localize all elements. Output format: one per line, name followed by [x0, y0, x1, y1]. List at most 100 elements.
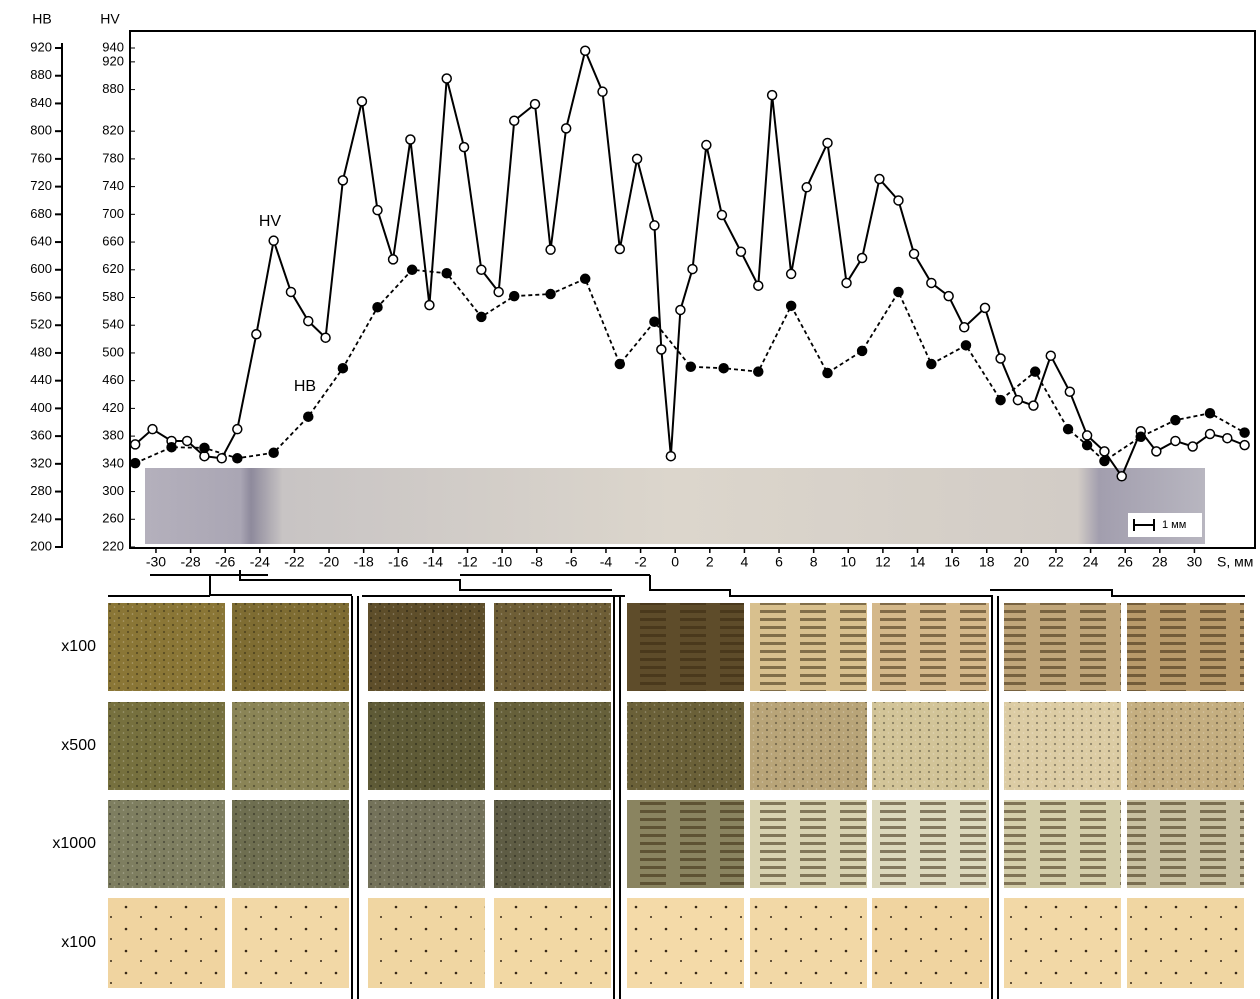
data-point [717, 211, 726, 220]
data-point [944, 292, 953, 301]
y2-tick-label: 420 [102, 400, 124, 415]
x-tick-label: -8 [531, 554, 544, 570]
micrograph-texture [494, 898, 611, 988]
magnification-label: x100 [61, 638, 96, 655]
micrograph-texture [872, 898, 989, 988]
data-point [927, 278, 936, 287]
y2-tick-label: 220 [102, 538, 124, 553]
data-point [167, 443, 176, 452]
data-point [477, 312, 486, 321]
x-tick-label: -22 [284, 554, 304, 570]
data-point [389, 255, 398, 264]
data-point [1100, 457, 1109, 466]
data-point [1064, 425, 1073, 434]
data-point [562, 124, 571, 133]
y-tick-label: 200 [30, 538, 52, 553]
data-point [148, 425, 157, 434]
data-point [304, 412, 313, 421]
data-point [1117, 472, 1126, 481]
micrograph-texture [872, 702, 989, 790]
micrograph-texture [750, 702, 867, 790]
data-point [373, 303, 382, 312]
data-point [581, 46, 590, 55]
data-point [510, 292, 519, 301]
micrograph-texture [1127, 800, 1244, 888]
micrograph-texture [1127, 898, 1244, 988]
x-tick-label: -12 [457, 554, 477, 570]
micrograph-grid [108, 603, 1244, 988]
micrograph-texture [750, 603, 867, 691]
micrograph-texture [232, 603, 349, 691]
data-point [842, 278, 851, 287]
x-tick-label: 14 [910, 554, 926, 570]
micrograph-texture [494, 603, 611, 691]
x-tick-label: -16 [388, 554, 408, 570]
y2-tick-label: 500 [102, 344, 124, 359]
micrograph-texture [1127, 603, 1244, 691]
data-point [1206, 409, 1215, 418]
data-point [1083, 441, 1092, 450]
y2-tick-label: 260 [102, 511, 124, 526]
figure: 1 мм HB HV S, мм 20024028032036040044048… [0, 0, 1260, 999]
page: {"chart_data": {"type": "line", "ylabel"… [0, 0, 1260, 999]
micrograph-texture [108, 702, 225, 790]
micrograph-texture [1127, 702, 1244, 790]
data-point [823, 138, 832, 147]
x-tick-label: 12 [875, 554, 891, 570]
y-tick-label: 320 [30, 455, 52, 470]
y2-tick-label: 380 [102, 428, 124, 443]
x-tick-label: 30 [1187, 554, 1203, 570]
y-tick-label: 480 [30, 344, 52, 359]
data-point [666, 452, 675, 461]
data-point [286, 287, 295, 296]
data-point [460, 143, 469, 152]
data-point [357, 97, 366, 106]
data-point [233, 454, 242, 463]
data-point [1188, 442, 1197, 451]
data-point [633, 154, 642, 163]
x-tick-label: -2 [634, 554, 647, 570]
data-point [754, 367, 763, 376]
data-point [373, 206, 382, 215]
data-point [686, 362, 695, 371]
x-axis-title: S, мм [1217, 554, 1253, 570]
x-tick-label: 2 [706, 554, 714, 570]
y2-tick-label: 460 [102, 372, 124, 387]
micrograph-texture [494, 702, 611, 790]
data-point [1152, 447, 1161, 456]
micrograph-texture [750, 800, 867, 888]
data-point [615, 360, 624, 369]
data-point [598, 87, 607, 96]
data-point [442, 269, 451, 278]
data-point [425, 301, 434, 310]
data-point [996, 354, 1005, 363]
micrograph-texture [368, 898, 485, 988]
micrograph-texture [108, 898, 225, 988]
data-point [252, 330, 261, 339]
y-axis-title: HB [32, 11, 51, 27]
data-point [1065, 387, 1074, 396]
x-tick-label: -20 [319, 554, 339, 570]
x-tick-label: 10 [840, 554, 856, 570]
y2-tick-label: 340 [102, 455, 124, 470]
y-tick-label: 680 [30, 206, 52, 221]
data-point [996, 396, 1005, 405]
y-tick-label: 560 [30, 289, 52, 304]
data-point [650, 221, 659, 230]
series-line [135, 51, 1244, 477]
data-point [1136, 432, 1145, 441]
y2-tick-label: 740 [102, 178, 124, 193]
data-point [1013, 396, 1022, 405]
micrograph-texture [627, 702, 744, 790]
data-point [1206, 430, 1215, 439]
data-point [736, 247, 745, 256]
micrograph-texture [232, 800, 349, 888]
y-tick-label: 240 [30, 511, 52, 526]
data-point [200, 443, 209, 452]
y-tick-label: 880 [30, 67, 52, 82]
data-point [1100, 447, 1109, 456]
x-tick-label: -28 [180, 554, 200, 570]
data-point [546, 245, 555, 254]
data-point [233, 425, 242, 434]
y-tick-label: 840 [30, 95, 52, 110]
